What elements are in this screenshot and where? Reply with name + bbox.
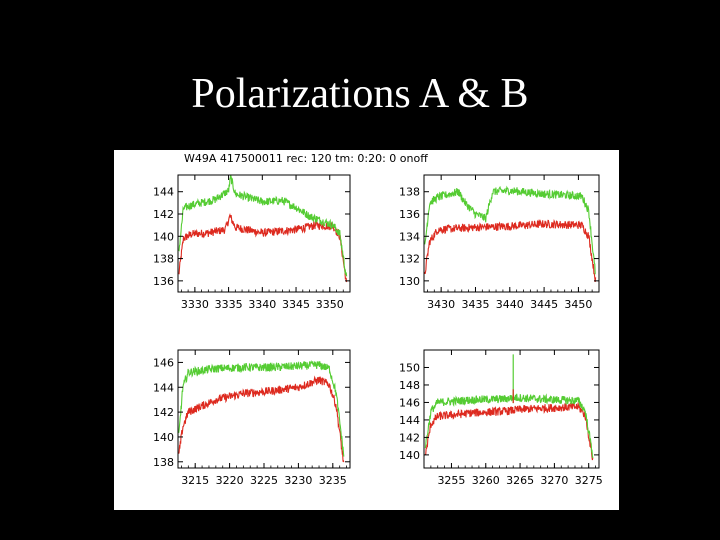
x-tick-label: 3260 bbox=[472, 474, 500, 487]
x-tick-label: 3350 bbox=[316, 298, 344, 311]
x-tick-label: 3270 bbox=[540, 474, 568, 487]
panel-bottom-right: 3255 3260 3265 3270 3275 140 142 144 146 148 150 bbox=[399, 349, 603, 487]
y-tick-label: 132 bbox=[399, 253, 420, 266]
series-red-trace bbox=[424, 218, 597, 283]
x-tick-label: 3335 bbox=[215, 298, 243, 311]
panel-top-left: 3330 3335 3340 3345 3350 136 138 140 142 144 bbox=[153, 174, 351, 311]
plot-frame bbox=[177, 174, 351, 293]
series-red-trace bbox=[178, 375, 345, 463]
x-tick-label: 3445 bbox=[530, 298, 558, 311]
series-red-trace bbox=[178, 212, 348, 283]
slide-title: Polarizations A & B bbox=[191, 71, 529, 117]
plot-frame bbox=[423, 174, 600, 293]
x-tick-label: 3275 bbox=[575, 474, 603, 487]
y-tick-label: 138 bbox=[399, 186, 420, 199]
series-green-trace bbox=[178, 174, 348, 277]
y-tick-label: 144 bbox=[399, 414, 420, 427]
y-tick-label: 146 bbox=[399, 396, 420, 409]
y-tick-label: 140 bbox=[153, 431, 174, 444]
y-tick-label: 140 bbox=[153, 230, 174, 243]
y-tick-label: 148 bbox=[399, 379, 420, 392]
x-tick-label: 3225 bbox=[250, 474, 278, 487]
x-tick-label: 3430 bbox=[427, 298, 455, 311]
y-tick-label: 150 bbox=[399, 361, 420, 374]
plot-header-text: W49A 417500011 rec: 120 tm: 0:20: 0 onof… bbox=[184, 152, 428, 165]
x-tick-label: 3235 bbox=[319, 474, 347, 487]
y-tick-label: 138 bbox=[153, 456, 174, 469]
y-tick-label: 138 bbox=[153, 253, 174, 266]
figure-panel: W49A 417500011 rec: 120 tm: 0:20: 0 onof… bbox=[114, 150, 619, 510]
series-green-trace bbox=[424, 185, 596, 275]
series-green-trace bbox=[178, 360, 345, 457]
series-red-trace bbox=[424, 402, 594, 461]
y-tick-label: 130 bbox=[399, 275, 420, 288]
x-tick-label: 3215 bbox=[181, 474, 209, 487]
x-tick-label: 3255 bbox=[437, 474, 465, 487]
y-tick-label: 142 bbox=[153, 406, 174, 419]
x-tick-label: 3330 bbox=[181, 298, 209, 311]
x-tick-label: 3230 bbox=[284, 474, 312, 487]
y-tick-label: 140 bbox=[399, 449, 420, 462]
x-tick-label: 3450 bbox=[564, 298, 592, 311]
series-green-trace bbox=[424, 393, 594, 459]
panel-top-right: 3430 3435 3440 3445 3450 130 132 134 136 138 bbox=[399, 174, 600, 311]
y-tick-label: 146 bbox=[153, 356, 174, 369]
y-tick-label: 142 bbox=[153, 208, 174, 221]
x-tick-label: 3340 bbox=[248, 298, 276, 311]
plot-frame bbox=[423, 349, 600, 469]
x-tick-label: 3435 bbox=[461, 298, 489, 311]
y-tick-label: 136 bbox=[153, 275, 174, 288]
y-tick-label: 142 bbox=[399, 431, 420, 444]
x-tick-label: 3440 bbox=[496, 298, 524, 311]
y-tick-label: 134 bbox=[399, 230, 420, 243]
y-tick-label: 136 bbox=[399, 208, 420, 221]
x-tick-label: 3265 bbox=[506, 474, 534, 487]
y-tick-label: 144 bbox=[153, 381, 174, 394]
x-tick-label: 3220 bbox=[216, 474, 244, 487]
x-tick-label: 3345 bbox=[282, 298, 310, 311]
y-tick-label: 144 bbox=[153, 186, 174, 199]
panel-bottom-left: 3215 3220 3225 3230 3235 138 140 142 144 146 bbox=[153, 349, 351, 487]
